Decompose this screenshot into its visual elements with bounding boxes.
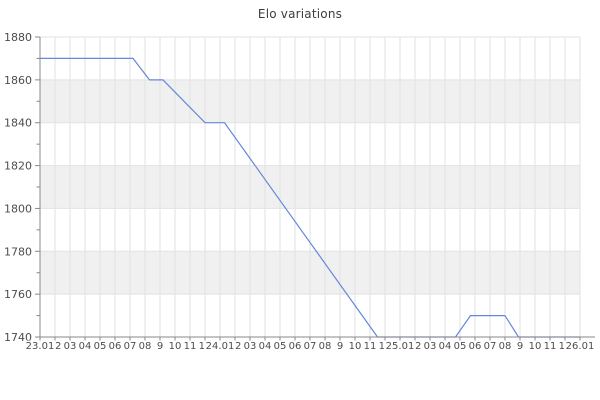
x-tick-label: 9 [337, 341, 343, 352]
x-tick-label: 07 [304, 341, 317, 352]
x-tick-label: 05 [454, 341, 467, 352]
y-axis-ticks [35, 36, 40, 338]
elo-line [40, 57, 580, 338]
x-tick-label: 04 [439, 341, 452, 352]
y-tick-label: 1760 [4, 288, 32, 301]
y-tick-label: 1880 [4, 31, 32, 44]
x-tick-label: 9 [517, 341, 523, 352]
chart-title: Elo variations [257, 7, 343, 21]
x-tick-label: 08 [499, 341, 512, 352]
vertical-gridlines [54, 37, 581, 337]
y-tick-label: 1840 [4, 117, 32, 130]
x-axis-labels: 0203040506070891011120203040506070891011… [24, 340, 596, 352]
elo-line-series [40, 57, 580, 338]
x-tick-label: 08 [139, 341, 152, 352]
x-tick-label: 06 [109, 341, 122, 352]
x-tick-label: 11 [364, 341, 377, 352]
x-axis-ticks [39, 337, 581, 341]
x-tick-label: 07 [484, 341, 497, 352]
y-tick-label: 1800 [4, 202, 32, 215]
x-day-label: 23.01 [26, 341, 55, 352]
x-tick-label: 11 [544, 341, 557, 352]
x-tick-label: 06 [469, 341, 482, 352]
x-tick-label: 05 [274, 341, 287, 352]
x-tick-label: 03 [64, 341, 77, 352]
x-tick-label: 07 [124, 341, 137, 352]
x-tick-label: 04 [79, 341, 92, 352]
x-tick-label: 10 [349, 341, 362, 352]
y-tick-label: 1820 [4, 160, 32, 173]
x-tick-label: 06 [289, 341, 302, 352]
x-tick-label: 10 [529, 341, 542, 352]
x-tick-label: 10 [169, 341, 182, 352]
x-tick-label: 03 [244, 341, 257, 352]
x-tick-label: 9 [157, 341, 163, 352]
x-tick-label: 05 [94, 341, 107, 352]
x-day-label: 26.01 [566, 341, 595, 352]
x-tick-label: 03 [424, 341, 437, 352]
x-day-label: 24.01 [206, 341, 235, 352]
x-tick-label: 11 [184, 341, 197, 352]
x-tick-label: 04 [259, 341, 272, 352]
x-tick-label: 08 [319, 341, 332, 352]
y-tick-label: 1780 [4, 245, 32, 258]
x-day-label: 25.01 [386, 341, 415, 352]
y-tick-label: 1860 [4, 74, 32, 87]
